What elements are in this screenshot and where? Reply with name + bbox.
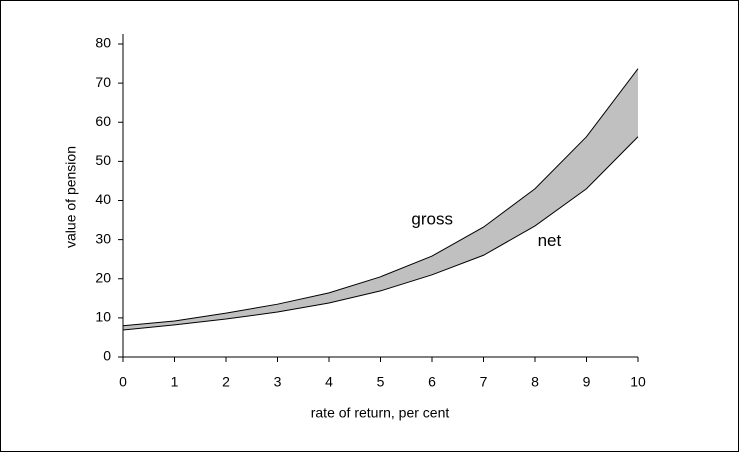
x-tick-label: 9 (583, 374, 591, 390)
y-tick-label: 10 (95, 309, 111, 325)
y-tick-label: 0 (103, 348, 111, 364)
series-annotation: net (538, 231, 562, 250)
series-annotation: gross (411, 210, 453, 229)
x-tick-label: 4 (325, 374, 333, 390)
series-line (122, 68, 639, 327)
x-tick-label: 2 (222, 374, 230, 390)
y-tick-label: 70 (95, 74, 111, 90)
y-tick-label: 50 (95, 152, 111, 168)
x-tick-label: 7 (480, 374, 488, 390)
x-tick-label: 6 (428, 374, 436, 390)
y-tick-label: 30 (95, 230, 111, 246)
y-tick-label: 60 (95, 113, 111, 129)
x-tick-label: 0 (119, 374, 127, 390)
band-fill (123, 68, 638, 331)
x-tick-label: 3 (274, 374, 282, 390)
x-tick-label: 5 (377, 374, 385, 390)
x-tick-label: 1 (171, 374, 179, 390)
y-tick-label: 20 (95, 269, 111, 285)
series-line (122, 136, 639, 331)
y-tick-label: 80 (95, 35, 111, 51)
x-tick-label: 8 (531, 374, 539, 390)
y-axis-title: value of pension (63, 146, 79, 248)
x-tick-label: 10 (630, 374, 646, 390)
x-axis-title: rate of return, per cent (311, 405, 450, 421)
y-tick-label: 40 (95, 191, 111, 207)
